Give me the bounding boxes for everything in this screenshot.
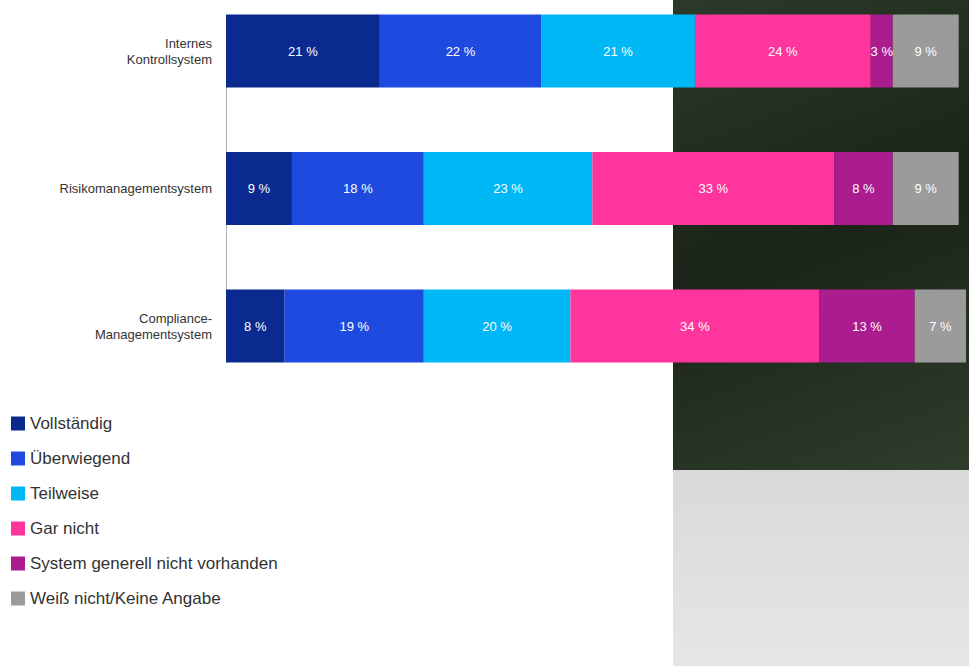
svg-text:23 %: 23 % — [493, 181, 523, 196]
svg-text:13 %: 13 % — [852, 319, 882, 334]
svg-text:9 %: 9 % — [914, 181, 937, 196]
svg-text:3 %: 3 % — [871, 44, 894, 59]
svg-text:20 %: 20 % — [482, 319, 512, 334]
svg-text:21 %: 21 % — [603, 44, 633, 59]
svg-text:Internes: Internes — [165, 36, 212, 51]
svg-text:Compliance-: Compliance- — [139, 311, 212, 326]
svg-text:Kontrollsystem: Kontrollsystem — [127, 52, 212, 67]
svg-text:Weiß nicht/Keine Angabe: Weiß nicht/Keine Angabe — [30, 589, 221, 608]
svg-text:8 %: 8 % — [244, 319, 267, 334]
svg-text:Teilweise: Teilweise — [30, 484, 99, 503]
svg-text:18 %: 18 % — [343, 181, 373, 196]
svg-text:7 %: 7 % — [929, 319, 952, 334]
svg-text:Managementsystem: Managementsystem — [95, 327, 212, 342]
svg-text:22 %: 22 % — [446, 44, 476, 59]
svg-text:Überwiegend: Überwiegend — [30, 449, 130, 468]
svg-text:34 %: 34 % — [680, 319, 710, 334]
svg-text:Gar nicht: Gar nicht — [30, 519, 99, 538]
svg-text:9 %: 9 % — [914, 44, 937, 59]
svg-text:Risikomanagementsystem: Risikomanagementsystem — [60, 181, 212, 196]
svg-text:9 %: 9 % — [248, 181, 271, 196]
svg-text:System generell nicht vorhande: System generell nicht vorhanden — [30, 554, 278, 573]
svg-text:Vollständig: Vollständig — [30, 414, 112, 433]
svg-text:33 %: 33 % — [698, 181, 728, 196]
svg-text:24 %: 24 % — [768, 44, 798, 59]
svg-text:19 %: 19 % — [339, 319, 369, 334]
svg-text:21 %: 21 % — [288, 44, 318, 59]
svg-text:8 %: 8 % — [852, 181, 875, 196]
